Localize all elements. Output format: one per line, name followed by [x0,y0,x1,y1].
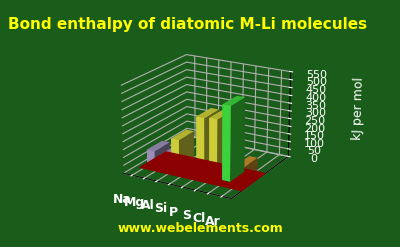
Text: www.webelements.com: www.webelements.com [117,222,283,235]
Text: Bond enthalpy of diatomic M-Li molecules: Bond enthalpy of diatomic M-Li molecules [8,17,367,32]
